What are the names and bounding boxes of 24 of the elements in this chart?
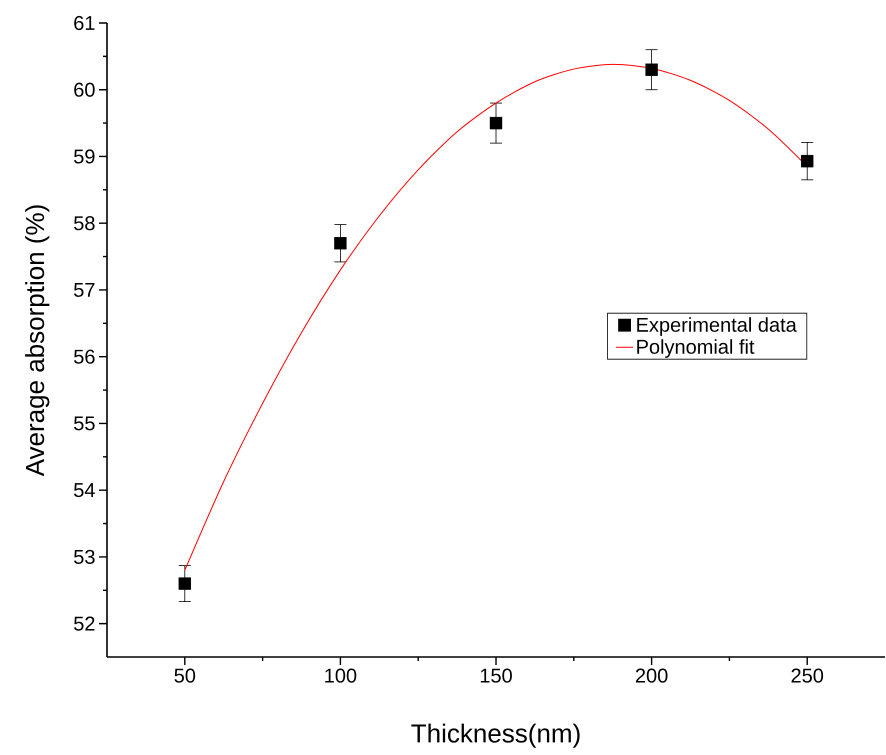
point (490, 116, 502, 130)
y-tick-label: 57 (74, 282, 94, 297)
y-tick-label: 52 (74, 616, 94, 631)
y-tick-label: 56 (74, 350, 95, 364)
y-tick-label: 53 (74, 550, 95, 564)
y-tick-label: 58 (74, 216, 95, 230)
legend-label: Polynomial fit (637, 339, 754, 358)
y-tick-label: 60 (74, 82, 95, 97)
legend-label: Experimental data (637, 317, 797, 336)
x-tick-label: 50 (174, 668, 196, 683)
y-tick-label: 61 (74, 16, 94, 30)
point (801, 154, 814, 168)
point (645, 64, 658, 76)
x-tick-label: 200 (636, 668, 668, 683)
y-tick-label: 54 (74, 483, 95, 498)
point (178, 577, 192, 590)
y-axis-title: Average absorption (%) (25, 205, 50, 476)
y-tick-label: 59 (74, 149, 95, 164)
point (334, 237, 347, 250)
x-tick-label: 150 (480, 668, 512, 683)
y-tick-label: 55 (74, 416, 95, 430)
x-tick-label: 250 (792, 668, 824, 683)
x-axis-title: Thickness(nm) (411, 724, 580, 748)
x-tick-label: 100 (325, 668, 356, 683)
